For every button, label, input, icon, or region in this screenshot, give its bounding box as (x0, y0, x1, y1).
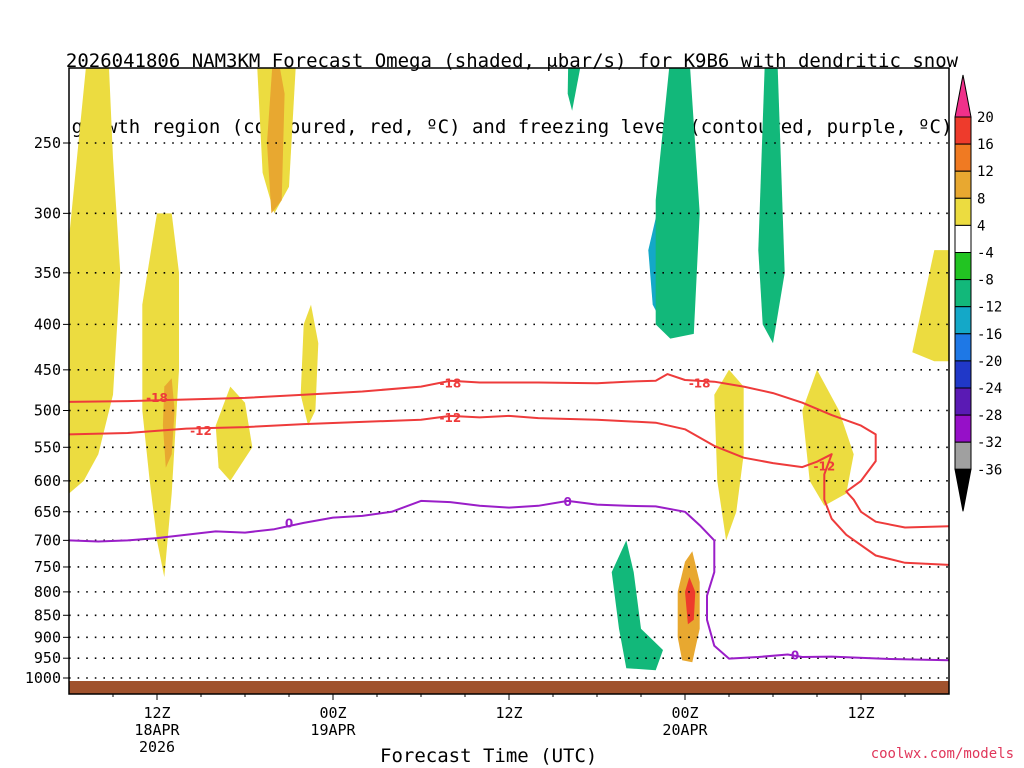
colorbar-swatch-11 (954, 387, 972, 416)
x-tick-date-0: 18APR (134, 721, 180, 739)
x-tick-label-3: 00Z (671, 704, 698, 722)
x-tick-date-1: 19APR (310, 721, 356, 739)
contour-label-0-1: 0 (563, 495, 571, 509)
x-tick-year-0: 2026 (139, 738, 175, 756)
shaded-omega-up-4-44z (714, 369, 744, 541)
y-tick-label-600: 600 (34, 472, 61, 490)
y-tick-label-450: 450 (34, 361, 61, 379)
contour-label--12-1: -12 (439, 411, 461, 425)
colorbar-swatch-1 (954, 116, 972, 145)
contour-line--12 (69, 414, 949, 566)
y-tick-label-500: 500 (34, 402, 61, 420)
y-tick-label-350: 350 (34, 264, 61, 282)
y-tick-label-300: 300 (34, 204, 61, 222)
colorbar-label-7: -12 (977, 300, 1002, 316)
shaded-omega-up-4-east (912, 250, 949, 362)
colorbar-swatch-9 (954, 333, 972, 362)
shaded-omega-up-4-6z (142, 213, 179, 578)
colorbar-swatch-6 (954, 252, 972, 281)
contour-line--18 (69, 373, 949, 529)
shaded-omega-down-8-38z (655, 68, 700, 339)
shaded-omega-up-4-16z (300, 304, 319, 426)
shaded-omega-up-16-42z (685, 577, 696, 625)
contour-label--12-2: -12 (813, 459, 835, 473)
colorbar-swatch-2 (954, 143, 972, 172)
pressure-gridlines (69, 142, 949, 679)
colorbar-label-13: -36 (977, 462, 1002, 478)
colorbar-label-12: -32 (977, 435, 1002, 451)
y-tick-label-400: 400 (34, 315, 61, 333)
shaded-omega-up-4-52z (802, 369, 854, 506)
colorbar-label-3: 8 (977, 191, 985, 207)
credit-link[interactable]: coolwx.com/models (870, 746, 1014, 762)
x-tick-label-1: 00Z (319, 704, 346, 722)
y-tick-label-800: 800 (34, 583, 61, 601)
y-tick-label-900: 900 (34, 628, 61, 646)
x-tick-label-2: 12Z (495, 704, 522, 722)
colorbar-swatch-13 (954, 441, 972, 470)
colorbar-label-4: 4 (977, 218, 985, 234)
omega-shading (69, 68, 949, 671)
contour-label--18-0: -18 (146, 391, 168, 405)
contour-line-0 (69, 499, 949, 662)
colorbar-swatch-12 (954, 414, 972, 443)
x-tick-label-4: 12Z (847, 704, 874, 722)
temperature-contours: -18 -18 -18 -12 -12 -12 0 0 0 (69, 373, 949, 662)
shaded-omega-up-4-west (69, 68, 121, 494)
shaded-omega-up-8-14z (267, 68, 285, 214)
y-tick-label-550: 550 (34, 438, 61, 456)
colorbar-label-9: -20 (977, 354, 1002, 370)
contour-label--18-1: -18 (439, 376, 461, 390)
colorbar-swatch-8 (954, 306, 972, 335)
ground-surface (69, 681, 949, 694)
shaded-omega-up-4-early (215, 386, 253, 481)
colorbar-swatch-5 (954, 224, 972, 253)
x-tick-date-3: 20APR (662, 721, 708, 739)
y-tick-label-250: 250 (34, 134, 61, 152)
colorbar-swatch-7 (954, 279, 972, 308)
y-tick-label-650: 650 (34, 503, 61, 521)
shaded-omega-down-8-32z (567, 68, 581, 111)
colorbar-label-1: 16 (977, 137, 994, 153)
colorbar-label-2: 12 (977, 164, 994, 180)
contour-label-0-0: 0 (285, 516, 293, 530)
chart-title-line1: 2026041806 NAM3KM Forecast Omega (shaded… (65, 50, 959, 72)
contour-label--12-0: -12 (190, 424, 212, 438)
y-tick-label-750: 750 (34, 558, 61, 576)
omega-colorbar: 20 16 12 8 4 -4 -8 -12 -16 -20 -24 -28 -32 -36 (954, 74, 1002, 512)
colorbar-label-11: -28 (977, 408, 1002, 424)
x-axis-label: Forecast Time (UTC) (380, 745, 598, 767)
x-tick-label-0: 12Z (143, 704, 170, 722)
colorbar-label-8: -16 (977, 327, 1002, 343)
shaded-omega-down-8-40z-low (611, 540, 663, 671)
contour-label-0-2: 0 (791, 648, 799, 662)
colorbar-bottom-triangle (954, 468, 972, 512)
colorbar-top-triangle (954, 74, 972, 118)
colorbar-swatch-4 (954, 197, 972, 226)
colorbar-label-6: -8 (977, 273, 994, 289)
y-tick-label-1000: 1000 (25, 669, 61, 687)
shaded-omega-down-8-47z (758, 68, 785, 344)
y-tick-label-700: 700 (34, 531, 61, 549)
y-tick-label-950: 950 (34, 649, 61, 667)
contour-label--18-2: -18 (689, 376, 711, 390)
colorbar-label-10: -24 (977, 381, 1002, 397)
y-tick-label-850: 850 (34, 606, 61, 624)
colorbar-label-5: -4 (977, 246, 994, 262)
colorbar-swatch-3 (954, 170, 972, 199)
colorbar-swatch-10 (954, 360, 972, 389)
colorbar-label-0: 20 (977, 110, 994, 126)
y-axis: 250 300 350 400 450 500 550 600 650 700 750 800 850 9… (25, 134, 69, 687)
